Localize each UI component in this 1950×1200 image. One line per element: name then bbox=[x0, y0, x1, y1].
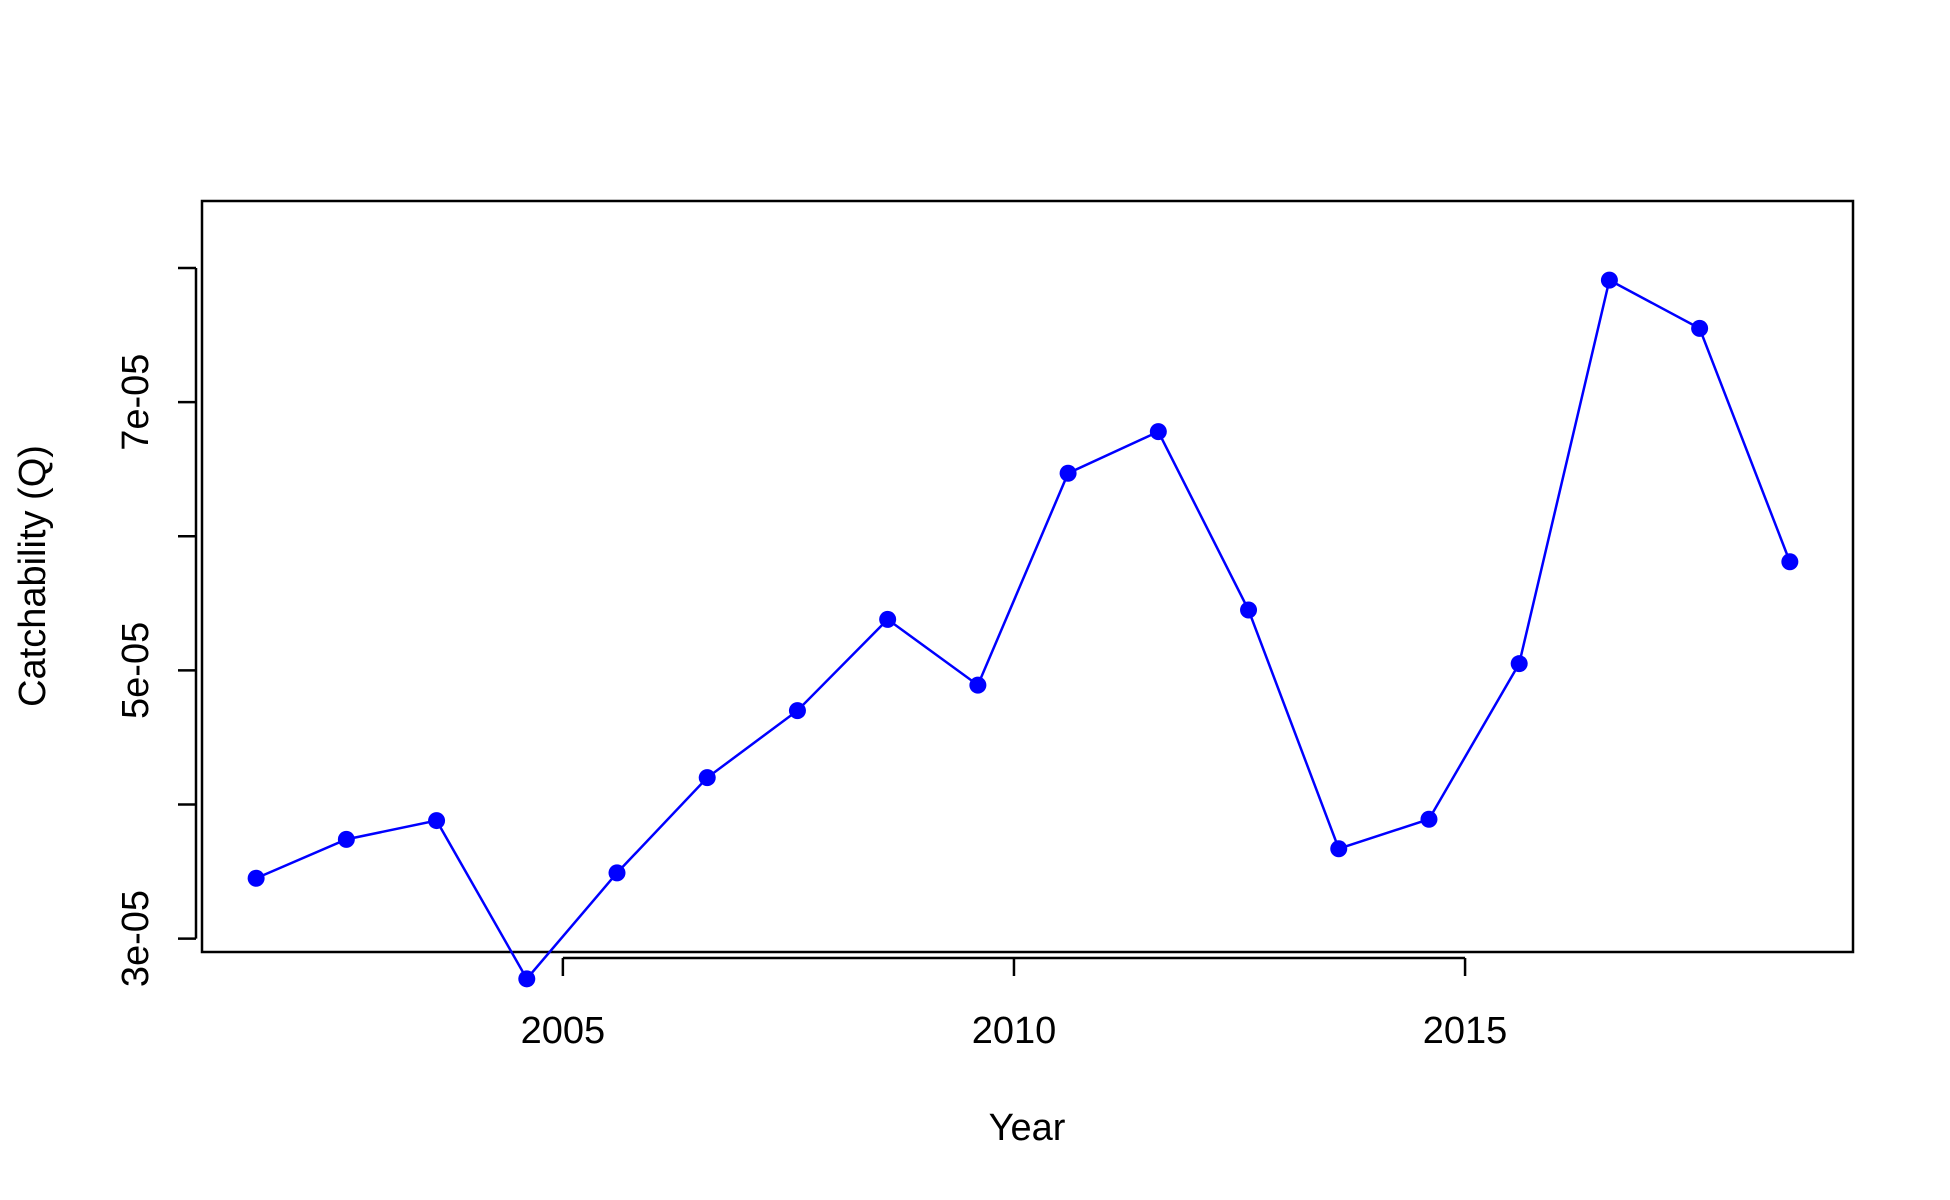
x-tick-label: 2010 bbox=[972, 1010, 1057, 1052]
data-point bbox=[337, 830, 355, 848]
data-point bbox=[1510, 655, 1528, 673]
x-axis-title: Year bbox=[989, 1107, 1066, 1149]
data-point bbox=[247, 869, 265, 887]
y-axis-title: Catchability (Q) bbox=[12, 445, 54, 707]
y-axis: 3e-05 5e-05 7e-05 bbox=[115, 266, 198, 987]
x-axis: 2005 2010 2015 bbox=[521, 956, 1508, 1052]
x-tick-label: 2005 bbox=[521, 1010, 606, 1052]
series-line bbox=[255, 278, 1792, 981]
data-point bbox=[1600, 271, 1618, 289]
data-point bbox=[1149, 423, 1167, 441]
data-point bbox=[1781, 553, 1799, 571]
data-point bbox=[1059, 464, 1077, 482]
y-tick-label: 5e-05 bbox=[115, 622, 157, 719]
data-point bbox=[608, 864, 626, 882]
x-tick-label: 2015 bbox=[1423, 1010, 1508, 1052]
data-point bbox=[1240, 601, 1258, 619]
data-point bbox=[1420, 810, 1438, 828]
data-point bbox=[788, 702, 806, 720]
data-point bbox=[1691, 319, 1709, 337]
data-point bbox=[969, 676, 987, 694]
data-point bbox=[879, 610, 897, 628]
data-point bbox=[428, 812, 446, 830]
data-point bbox=[518, 970, 536, 988]
plot-frame bbox=[200, 199, 1855, 954]
data-point bbox=[698, 769, 716, 787]
y-tick-label: 3e-05 bbox=[115, 890, 157, 987]
data-point bbox=[1330, 840, 1348, 858]
y-tick-label: 7e-05 bbox=[115, 354, 157, 451]
series-layer bbox=[247, 271, 1799, 988]
